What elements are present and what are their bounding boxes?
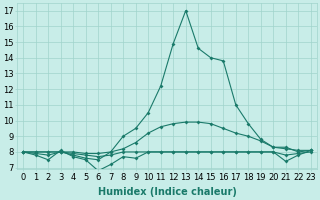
X-axis label: Humidex (Indice chaleur): Humidex (Indice chaleur)	[98, 187, 236, 197]
